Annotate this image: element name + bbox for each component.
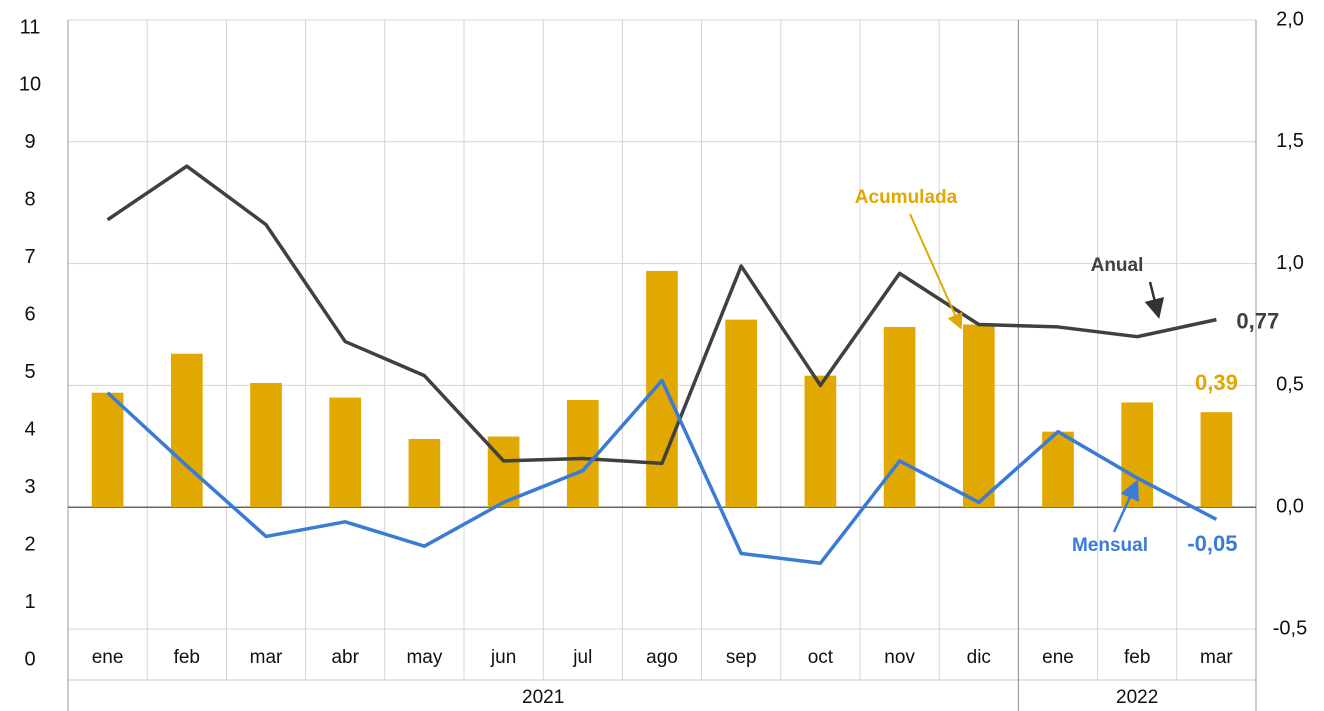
y-tick-label: 4 [24,418,35,440]
bar [170,353,203,508]
series-label: Acumulada [855,187,958,208]
x-tick-label: ago [646,647,678,668]
bar [329,397,362,508]
group-label: 2021 [522,687,564,708]
bar [962,324,995,508]
x-tick-label: dic [967,647,991,668]
bar [646,270,678,508]
bar [566,400,599,508]
x-tick-label: abr [331,647,359,668]
bar [804,375,837,508]
x-tick-label: may [406,647,442,668]
y-tick-label: 2 [24,533,35,555]
bar [250,382,282,508]
y2-tick-label: 0,0 [1276,495,1304,517]
x-tick-label: oct [808,647,834,668]
y-tick-label: 9 [24,131,35,153]
y2-tick-label: -0,5 [1273,617,1307,639]
y2-tick-label: 0,5 [1276,374,1304,396]
bar [408,438,441,508]
annotation-arrow [909,213,963,330]
x-tick-label: sep [726,647,757,668]
x-tick-label: ene [92,647,124,668]
bar [1121,402,1154,508]
x-tick-label: mar [250,647,283,668]
y2-tick-label: 1,0 [1276,252,1304,274]
bar [1042,431,1074,508]
bar [1200,412,1233,508]
y-tick-label: 5 [24,361,35,383]
annotation-arrow [1112,479,1139,533]
y-tick-label: 8 [24,189,35,211]
x-tick-label: feb [1124,647,1150,668]
x-tick-label: nov [884,647,915,668]
group-label: 2022 [1116,687,1158,708]
line [106,164,1217,466]
x-tick-label: jun [490,647,516,668]
x-tick-label: mar [1200,647,1233,668]
data-label: -0,05 [1187,531,1237,556]
x-tick-label: feb [174,647,200,668]
series-label: Anual [1091,255,1144,276]
bar [725,319,758,508]
line [106,378,1218,565]
y-tick-label: 7 [24,246,35,268]
y2-tick-label: 2,0 [1276,8,1304,30]
annotation-arrow [1144,281,1165,319]
y-tick-label: 1 [24,591,35,613]
y-tick-label: 0 [24,648,35,670]
y-tick-label: 3 [24,476,35,498]
bar [883,326,916,508]
bar [91,392,124,508]
y-tick-label: 11 [20,16,41,38]
data-label: 0,77 [1236,308,1279,333]
y-tick-label: 10 [19,74,41,96]
y2-tick-label: 1,5 [1276,130,1304,152]
x-tick-label: jul [572,647,592,668]
data-label: 0,39 [1195,370,1238,395]
x-tick-label: ene [1042,647,1074,668]
series-label: Mensual [1072,535,1148,556]
y-tick-label: 6 [24,304,35,326]
